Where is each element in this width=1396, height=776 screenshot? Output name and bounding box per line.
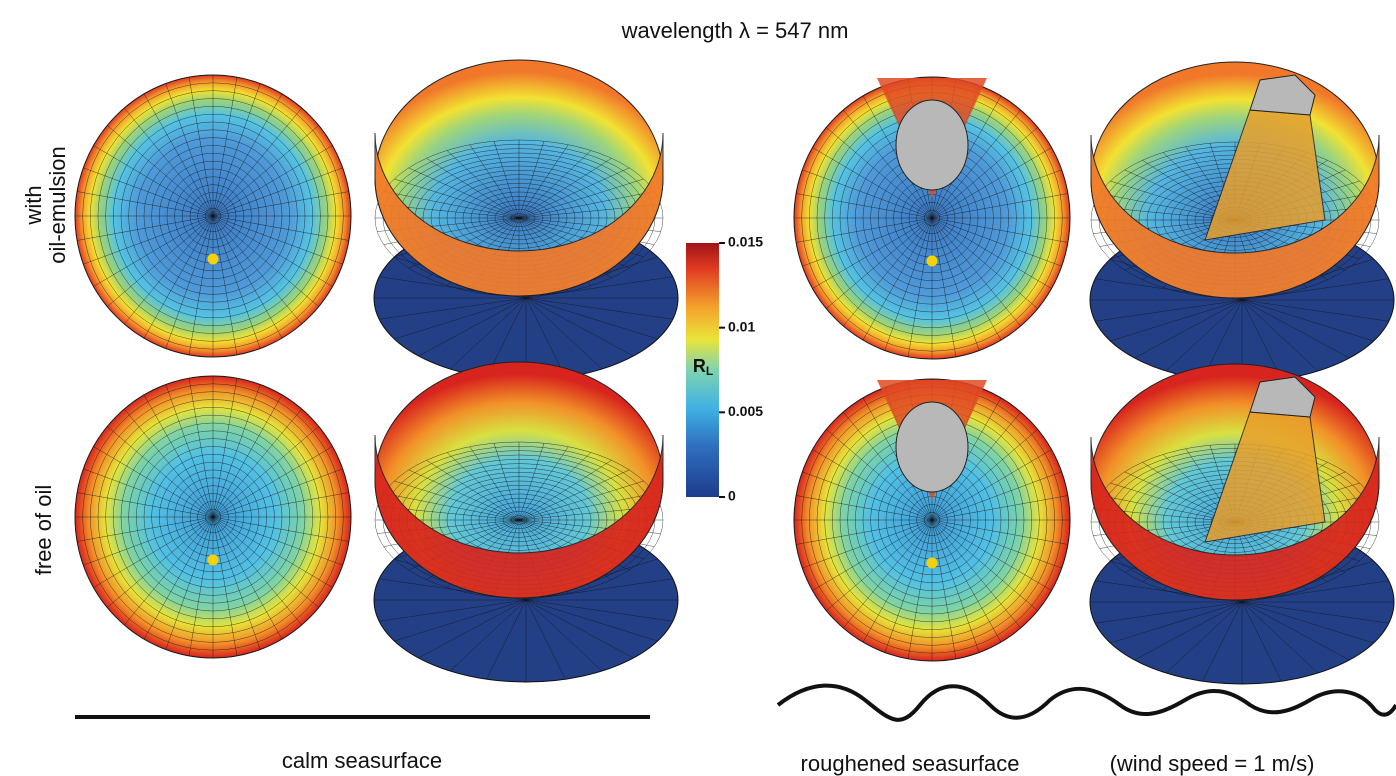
page: {"header": {"title": "wavelength \u03bb … (0, 0, 1396, 776)
polar-bowl (374, 362, 678, 682)
polar-disk (794, 77, 1070, 359)
row-label: oil-emulsion (45, 146, 70, 263)
row-label: with (21, 185, 46, 225)
sun-marker (208, 555, 219, 566)
figure-title: wavelength λ = 547 nm (621, 18, 849, 43)
footer-left: calm seasurface (282, 748, 442, 773)
glint-cap (896, 402, 968, 492)
glint-cap (896, 100, 968, 190)
sun-marker (927, 558, 938, 569)
footer-right: roughened seasurface (801, 751, 1020, 776)
plots (75, 60, 1394, 684)
polar-disk (794, 379, 1070, 661)
polar-bowl (374, 60, 678, 380)
polar-disk (75, 75, 351, 357)
polar-bowl (1090, 364, 1394, 684)
colorbar-tick-label: 0 (728, 488, 736, 504)
wave-line (778, 686, 1396, 720)
colorbar-tick-label: 0.01 (728, 318, 755, 334)
polar-disk (75, 376, 351, 658)
figure: wavelength λ = 547 nm with oil-emulsion … (0, 0, 1396, 776)
colorbar-tick-label: 0.015 (728, 234, 763, 250)
colorbar-tick-label: 0.005 (728, 403, 763, 419)
colorbar-label-main: R (693, 356, 706, 376)
footer-note: (wind speed = 1 m/s) (1110, 751, 1315, 776)
colorbar-label-sub: L (706, 364, 713, 378)
sun-marker (927, 256, 938, 267)
sun-marker (208, 254, 219, 265)
polar-bowl (1090, 62, 1394, 382)
colorbar-ticks: 0 0.005 0.01 0.015 (719, 234, 763, 504)
row-label: free of oil (31, 485, 56, 576)
